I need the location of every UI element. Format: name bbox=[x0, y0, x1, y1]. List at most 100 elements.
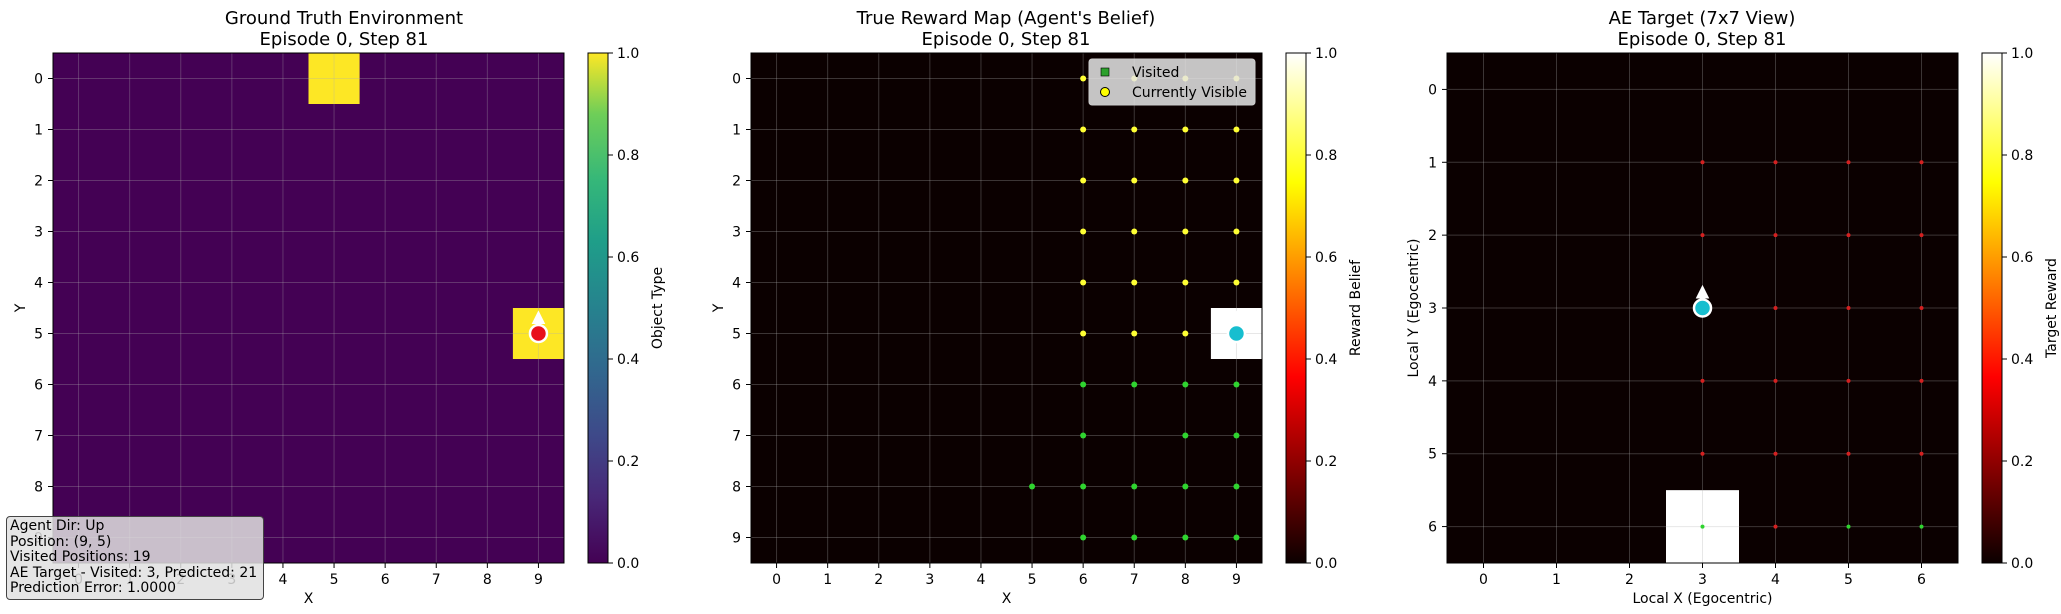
colorbar-tick-label: 1.0 bbox=[2011, 46, 2033, 62]
x-tick-label: 9 bbox=[1232, 572, 1241, 588]
visible-marker bbox=[1233, 279, 1240, 286]
visited-marker bbox=[1131, 483, 1138, 490]
visited-marker bbox=[1846, 524, 1851, 529]
visible-marker bbox=[1080, 126, 1087, 133]
predicted-marker bbox=[1846, 378, 1851, 383]
reward-belief-panel: True Reward Map (Agent's Belief)Episode … bbox=[711, 8, 1364, 607]
colorbar-tick-label: 1.0 bbox=[1315, 46, 1337, 62]
visible-marker bbox=[1080, 330, 1087, 337]
chart-title-line: Episode 0, Step 81 bbox=[922, 29, 1091, 50]
y-tick-label: 6 bbox=[1428, 520, 1437, 536]
x-axis-label: Local X (Egocentric) bbox=[1632, 591, 1772, 607]
y-axis-label: Local Y (Egocentric) bbox=[1406, 239, 1422, 378]
y-tick-label: 0 bbox=[1428, 82, 1437, 98]
y-tick-label: 2 bbox=[1428, 228, 1437, 244]
y-tick-label: 9 bbox=[732, 531, 741, 547]
y-tick-label: 6 bbox=[34, 378, 43, 394]
y-tick-label: 7 bbox=[732, 429, 741, 445]
y-tick-label: 2 bbox=[732, 174, 741, 190]
y-tick-label: 5 bbox=[34, 327, 43, 343]
colorbar-tick-label: 0.8 bbox=[617, 148, 639, 164]
predicted-marker bbox=[1700, 233, 1705, 238]
x-tick-label: 8 bbox=[483, 572, 492, 588]
predicted-marker bbox=[1773, 378, 1778, 383]
visited-marker bbox=[1233, 432, 1240, 439]
x-tick-label: 7 bbox=[432, 572, 441, 588]
colorbar-label: Object Type bbox=[650, 267, 666, 349]
heatmap-background bbox=[53, 53, 564, 563]
predicted-marker bbox=[1773, 451, 1778, 456]
colorbar-tick-label: 0.2 bbox=[617, 454, 639, 470]
info-position: Position: (9, 5) bbox=[10, 533, 112, 550]
colorbar-tick-label: 0.0 bbox=[1315, 556, 1337, 572]
predicted-marker bbox=[1700, 160, 1705, 165]
visible-marker bbox=[1080, 279, 1087, 286]
y-tick-label: 2 bbox=[34, 174, 43, 190]
y-axis-label: Y bbox=[13, 303, 29, 313]
y-tick-label: 3 bbox=[732, 225, 741, 241]
predicted-marker bbox=[1919, 378, 1924, 383]
x-tick-label: 6 bbox=[1917, 572, 1926, 588]
legend-entry-label: Currently Visible bbox=[1132, 85, 1247, 101]
visible-marker bbox=[1182, 126, 1189, 133]
colorbar-tick-label: 0.2 bbox=[2011, 454, 2033, 470]
x-tick-label: 8 bbox=[1181, 572, 1190, 588]
x-tick-label: 2 bbox=[1625, 572, 1634, 588]
x-tick-label: 0 bbox=[772, 572, 781, 588]
x-tick-label: 3 bbox=[1698, 572, 1707, 588]
agent-info-box: Agent Dir: Up Position: (9, 5) Visited P… bbox=[6, 516, 264, 600]
predicted-marker bbox=[1773, 524, 1778, 529]
visited-marker bbox=[1233, 483, 1240, 490]
x-tick-label: 6 bbox=[381, 572, 390, 588]
chart-title-line: AE Target (7x7 View) bbox=[1609, 8, 1796, 29]
colorbar bbox=[1981, 52, 2003, 564]
visible-marker bbox=[1233, 177, 1240, 184]
colorbar-label: Reward Belief bbox=[1348, 259, 1364, 356]
predicted-marker bbox=[1919, 451, 1924, 456]
visible-marker bbox=[1080, 177, 1087, 184]
visited-marker bbox=[1080, 483, 1087, 490]
y-tick-label: 5 bbox=[732, 327, 741, 343]
colorbar-tick-label: 0.2 bbox=[1315, 454, 1337, 470]
visited-marker bbox=[1080, 432, 1087, 439]
info-prediction-error: Prediction Error: 1.0000 bbox=[10, 580, 177, 596]
y-tick-label: 5 bbox=[1428, 447, 1437, 463]
agent-direction-arrow bbox=[1695, 284, 1710, 299]
visited-marker bbox=[1131, 534, 1138, 541]
predicted-marker bbox=[1773, 306, 1778, 310]
visible-marker bbox=[1131, 228, 1138, 235]
predicted-marker bbox=[1919, 160, 1924, 165]
visited-marker bbox=[1182, 432, 1189, 439]
colorbar-tick-label: 0.8 bbox=[1315, 148, 1337, 164]
axes-frame bbox=[750, 52, 1263, 564]
colorbar-tick-label: 1.0 bbox=[617, 46, 639, 62]
colorbar-tick-label: 0.0 bbox=[2011, 556, 2033, 572]
colorbar-tick-label: 0.8 bbox=[2011, 148, 2033, 164]
chart-title-line: Episode 0, Step 81 bbox=[1618, 29, 1787, 50]
y-tick-label: 3 bbox=[1428, 301, 1437, 317]
x-tick-label: 0 bbox=[1479, 572, 1488, 588]
colorbar-tick-label: 0.6 bbox=[617, 250, 639, 266]
heatmap-cell bbox=[308, 53, 360, 104]
x-tick-label: 5 bbox=[1844, 572, 1853, 588]
x-tick-label: 1 bbox=[1552, 572, 1561, 588]
visited-marker bbox=[1182, 534, 1189, 541]
x-tick-label: 6 bbox=[1079, 572, 1088, 588]
y-tick-label: 1 bbox=[1428, 155, 1437, 171]
predicted-marker bbox=[1919, 233, 1924, 238]
predicted-marker bbox=[1846, 306, 1851, 310]
x-tick-label: 4 bbox=[1771, 572, 1780, 588]
x-axis-label: X bbox=[1002, 591, 1012, 607]
visited-marker bbox=[1182, 381, 1189, 388]
predicted-marker bbox=[1773, 233, 1778, 238]
y-tick-label: 8 bbox=[732, 480, 741, 496]
visible-marker bbox=[1182, 330, 1189, 337]
predicted-marker bbox=[1919, 306, 1924, 310]
visited-marker bbox=[1233, 381, 1240, 388]
agent-marker bbox=[528, 323, 549, 344]
visible-marker bbox=[1182, 228, 1189, 235]
x-tick-label: 3 bbox=[925, 572, 934, 588]
legend-entry-label: Visited bbox=[1132, 65, 1179, 81]
